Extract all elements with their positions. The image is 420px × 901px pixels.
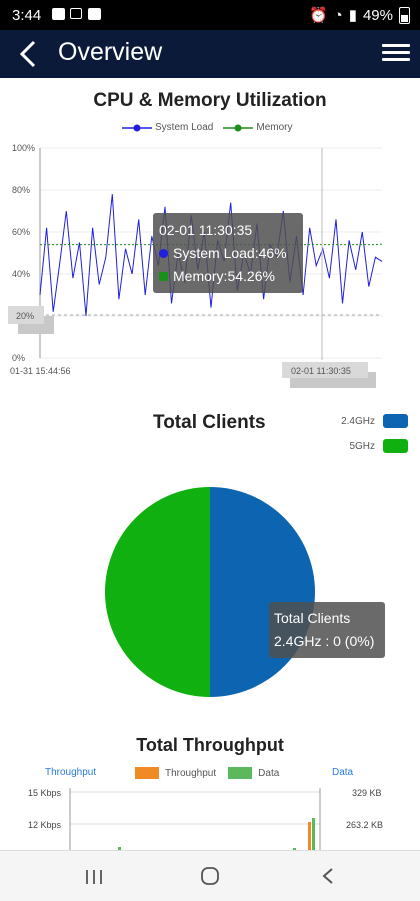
tooltip-load-row: System Load:46% bbox=[159, 245, 287, 261]
menu-icon[interactable] bbox=[382, 40, 410, 68]
clients-tooltip-value: 2.4GHz : 0 (0%) bbox=[274, 633, 375, 649]
y-tick-label: 60% bbox=[12, 227, 30, 237]
battery-icon bbox=[399, 6, 410, 24]
page-title: Overview bbox=[58, 38, 163, 66]
legend-data-swatch bbox=[228, 767, 253, 779]
status-right: ⏰ ◔ ▮ 49% bbox=[309, 6, 410, 24]
throughput-axis-label: Throughput bbox=[45, 767, 97, 778]
cpu-tooltip: 02-01 11:30:35 System Load:46% Memory:54… bbox=[153, 213, 303, 293]
throughput-bar bbox=[308, 822, 311, 850]
tooltip-memory-row: Memory:54.26% bbox=[159, 268, 275, 284]
throughput-legend: Throughput Data bbox=[135, 767, 279, 779]
clients-tooltip: Total Clients 2.4GHz : 0 (0%) bbox=[269, 602, 385, 658]
x-end-label: 02-01 11:30:35 bbox=[291, 366, 351, 376]
back-icon[interactable] bbox=[320, 867, 336, 885]
wifi-icon: ◔ bbox=[333, 6, 343, 24]
pie-slice-24ghz[interactable] bbox=[210, 487, 315, 697]
mail-icon bbox=[88, 8, 101, 20]
range-handle-right[interactable] bbox=[282, 362, 368, 378]
clients-pie-chart[interactable] bbox=[100, 482, 320, 702]
clients-legend-5ghz: 5GHz bbox=[349, 439, 408, 453]
legend-memory: Memory bbox=[256, 122, 293, 133]
legend-24ghz-swatch bbox=[383, 414, 408, 428]
y-tick-label: 100% bbox=[12, 143, 35, 153]
system-load-series-line bbox=[39, 194, 383, 317]
data-bar bbox=[118, 847, 121, 850]
tooltip-load-dot-icon bbox=[159, 248, 168, 258]
x-start-label: 01-31 15:44:56 bbox=[10, 366, 71, 376]
right-tick-329: 329 KB bbox=[352, 788, 382, 798]
y-tick-label: 0% bbox=[12, 353, 25, 363]
status-time: 3:44 bbox=[12, 7, 42, 24]
left-tick-15: 15 Kbps bbox=[28, 788, 62, 798]
cpu-chart-title: CPU & Memory Utilization bbox=[93, 90, 327, 111]
pie-slice-5ghz[interactable] bbox=[105, 487, 210, 697]
legend-5ghz-swatch bbox=[383, 439, 408, 453]
home-icon[interactable] bbox=[200, 866, 220, 886]
legend-system-load: System Load bbox=[155, 122, 214, 133]
y-tick-label: 40% bbox=[12, 269, 30, 279]
notification-icon bbox=[52, 8, 65, 20]
cpu-chart-legend: System Load Memory bbox=[122, 122, 293, 133]
battery-percent: 49% bbox=[362, 6, 393, 24]
zoom-handle-left[interactable] bbox=[8, 306, 44, 324]
alarm-icon: ⏰ bbox=[308, 7, 328, 24]
cpu-memory-chart[interactable]: 100%80%60%40%20%0% 20% 02-01 11:30:35 01… bbox=[0, 140, 420, 390]
system-nav-bar bbox=[0, 850, 420, 901]
legend-data-label: Data bbox=[258, 767, 280, 779]
tooltip-load: System Load:46% bbox=[173, 245, 287, 261]
recent-apps-icon[interactable] bbox=[84, 869, 104, 885]
data-bar bbox=[312, 818, 315, 850]
data-bar bbox=[293, 848, 296, 850]
tooltip-memory-dot-icon bbox=[159, 271, 168, 281]
back-arrow-icon[interactable] bbox=[14, 38, 44, 70]
clients-legend-24ghz: 2.4GHz bbox=[341, 414, 408, 428]
tooltip-memory: Memory:54.26% bbox=[173, 268, 275, 284]
data-axis-label: Data bbox=[332, 767, 354, 778]
zoom-handle-label: 20% bbox=[16, 311, 34, 321]
memory-legend-icon bbox=[223, 124, 254, 131]
left-tick-12: 12 Kbps bbox=[28, 820, 62, 830]
throughput-chart[interactable]: 15 Kbps 12 Kbps 329 KB 263.2 KB bbox=[0, 782, 420, 850]
system-load-legend-icon bbox=[122, 124, 152, 131]
signal-icon: ▮ bbox=[348, 7, 357, 24]
y-tick-label: 80% bbox=[12, 185, 30, 195]
throughput-chart-title: Total Throughput bbox=[136, 735, 284, 755]
app-bar: Overview bbox=[0, 30, 420, 78]
clients-tooltip-title: Total Clients bbox=[274, 610, 351, 626]
right-tick-263: 263.2 KB bbox=[346, 820, 383, 830]
legend-throughput-swatch bbox=[135, 767, 159, 779]
notification-icon bbox=[70, 8, 82, 19]
status-bar: 3:44 ⏰ ◔ ▮ 49% bbox=[0, 0, 420, 30]
tooltip-time: 02-01 11:30:35 bbox=[159, 222, 253, 238]
memory-series-line bbox=[40, 243, 383, 246]
legend-5ghz-label: 5GHz bbox=[349, 440, 375, 452]
clients-chart-title: Total Clients bbox=[153, 412, 266, 433]
legend-throughput-label: Throughput bbox=[165, 767, 217, 779]
legend-24ghz-label: 2.4GHz bbox=[341, 415, 375, 427]
